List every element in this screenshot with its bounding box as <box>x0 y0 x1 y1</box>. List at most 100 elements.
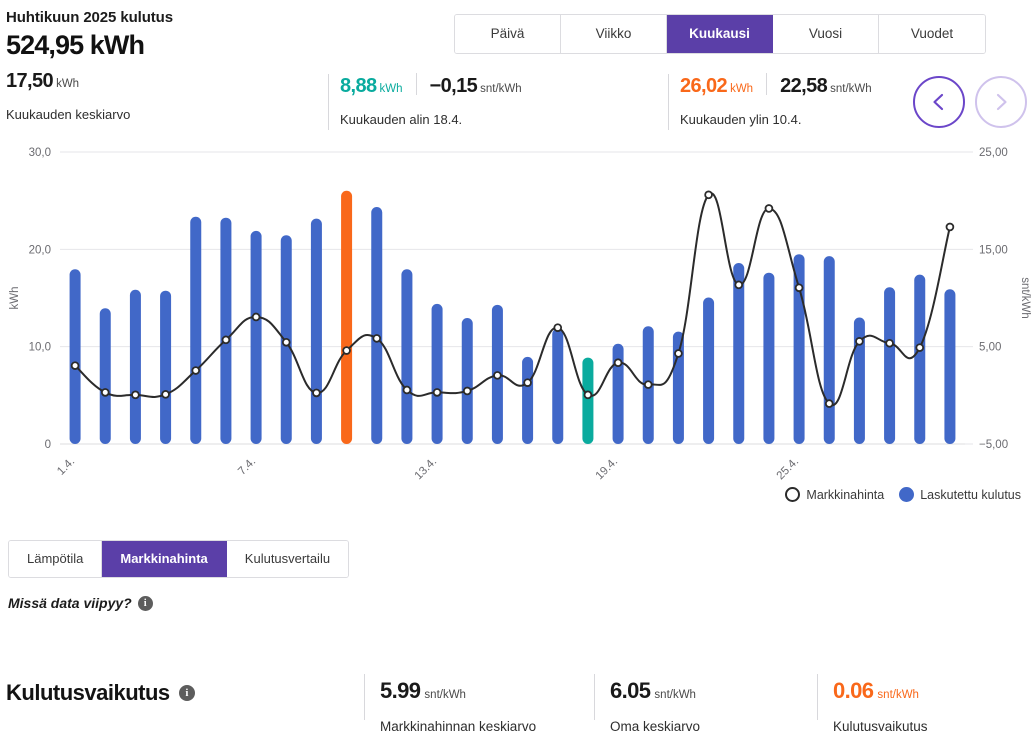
legend-label-laskutettu-kulutus: Laskutettu kulutus <box>920 487 1021 502</box>
chart-bar[interactable] <box>914 274 926 444</box>
chart-bar[interactable] <box>129 289 141 444</box>
range-tab-kuukausi[interactable]: Kuukausi <box>667 15 773 53</box>
consumption-chart-svg[interactable]: 0 10,0 20,0 30,0 −5,00 5,00 15,00 25,00 kWh snt/k… <box>0 142 1035 502</box>
chart-line-point[interactable] <box>734 280 744 290</box>
range-tab-viikko[interactable]: Viikko <box>561 15 667 53</box>
footer-stat-market-average-value: 5.99 <box>380 678 421 703</box>
chart-bar[interactable] <box>401 269 413 444</box>
chart-x-axis-tick: 25.4. <box>775 456 802 483</box>
chart-bar[interactable] <box>763 272 775 444</box>
chart-line-point[interactable] <box>221 335 231 345</box>
stat-maximum-value: 26,02 <box>680 75 728 97</box>
range-tab-vuosi[interactable]: Vuosi <box>773 15 879 53</box>
footer-stat-impact: 0.06 snt/kWh Kulutusvaikutus <box>833 678 928 734</box>
chart-line-point[interactable] <box>553 323 563 332</box>
legend-item-laskutettu-kulutus[interactable]: Laskutettu kulutus <box>899 487 1021 502</box>
footer-stat-impact-unit: snt/kWh <box>877 689 919 701</box>
chart-bar[interactable] <box>431 303 443 444</box>
chart-line-point[interactable] <box>523 378 532 387</box>
chart-line-point[interactable] <box>794 283 804 293</box>
chart-line-point[interactable] <box>70 361 80 370</box>
stat-minimum-caption: Kuukauden alin 18.4. <box>340 112 463 127</box>
chart-line-point[interactable] <box>462 386 472 396</box>
chart-bar[interactable] <box>461 317 473 444</box>
footer-stat-market-average-caption: Markkinahinnan keskiarvo <box>380 719 537 734</box>
chart-line-point[interactable] <box>613 358 623 368</box>
chart-line-point[interactable] <box>432 388 442 397</box>
chart-bar[interactable] <box>190 216 202 444</box>
chart-line-point[interactable] <box>161 390 170 399</box>
stat-maximum-inner-divider <box>766 73 768 95</box>
overlay-tab-markkinahinta[interactable]: Markkinahinta <box>102 541 227 577</box>
chart-line-point[interactable] <box>764 204 774 213</box>
info-icon[interactable]: i <box>137 595 153 611</box>
chart-line-point[interactable] <box>131 390 140 400</box>
chart-line-point[interactable] <box>885 338 894 348</box>
chart-bar[interactable] <box>250 230 262 444</box>
chart-line-point[interactable] <box>493 371 502 380</box>
chart-line-point[interactable] <box>312 388 321 398</box>
chart-line-point[interactable] <box>643 380 653 389</box>
chart-x-axis-tick: 1.4. <box>55 456 77 478</box>
range-tab-paiva[interactable]: Päivä <box>455 15 561 53</box>
stat-maximum-price-unit: snt/kWh <box>830 83 872 95</box>
chart-y2-axis-tick: −5,00 <box>979 439 1008 451</box>
chart-line-point[interactable] <box>342 346 351 355</box>
overlay-tab-kulutusvertailu[interactable]: Kulutusvertailu <box>226 541 349 577</box>
footer-stat-own-average-unit: snt/kWh <box>654 689 696 701</box>
chart-y-axis-tick: 30,0 <box>29 147 51 159</box>
chart-line-point[interactable] <box>402 385 412 395</box>
next-period-button[interactable] <box>975 76 1027 128</box>
chart-bar[interactable] <box>522 356 534 444</box>
legend-item-markkinahinta[interactable]: Markkinahinta <box>785 487 884 502</box>
period-total-consumption: 524,95 kWh <box>6 30 145 60</box>
chart-bar[interactable] <box>582 357 594 444</box>
footer-stat-market-average: 5.99 snt/kWh Markkinahinnan keskiarvo <box>380 678 536 734</box>
stats-divider-1 <box>328 74 329 130</box>
chart-line-point[interactable] <box>915 343 925 352</box>
chart-line-point[interactable] <box>945 222 955 232</box>
dashboard-header: Huhtikuun 2025 kulutus 524,95 kWh Päivä … <box>0 0 1035 70</box>
chart-line-point[interactable] <box>855 337 864 346</box>
footer-divider-1 <box>364 674 365 720</box>
chart-bar[interactable] <box>69 269 81 444</box>
range-tab-vuodet[interactable]: Vuodet <box>879 15 985 53</box>
chart-bar[interactable] <box>672 331 684 444</box>
chart-bar[interactable] <box>310 218 322 444</box>
chart-bar[interactable] <box>944 289 956 444</box>
chart-line-point[interactable] <box>191 366 201 375</box>
chart-bar[interactable] <box>793 254 805 444</box>
chart-line-point[interactable] <box>100 388 110 397</box>
consumption-impact-info-icon[interactable]: i <box>178 685 195 701</box>
summary-stats: 17,50 kWh Kuukauden keskiarvo 8,88 kWh −0,… <box>0 70 1035 142</box>
previous-period-button[interactable] <box>913 76 965 128</box>
chart-bar[interactable] <box>160 290 172 444</box>
stat-average-caption: Kuukauden keskiarvo <box>6 107 131 122</box>
overlay-tab-lampotila[interactable]: Lämpötila <box>9 541 103 577</box>
chart-y-axis-tick: 0 <box>45 439 51 451</box>
chart-bar[interactable] <box>612 343 624 444</box>
chart-bar[interactable] <box>371 206 383 444</box>
chart-line-point[interactable] <box>372 334 382 343</box>
chart-y-axis-tick: 10,0 <box>29 342 51 354</box>
chart-bar[interactable] <box>884 287 896 444</box>
chart-bar[interactable] <box>823 256 835 444</box>
chart-line-point[interactable] <box>824 399 834 408</box>
chart-y-axis-title: kWh <box>9 287 21 310</box>
chart-y2-axis-tick: 5,00 <box>979 342 1001 354</box>
chart-bar[interactable] <box>853 317 865 444</box>
chart-line-point[interactable] <box>583 390 593 400</box>
chart-line-point[interactable] <box>704 190 713 200</box>
footer-stat-impact-value: 0.06 <box>833 678 874 703</box>
chart-line-point[interactable] <box>251 312 261 322</box>
data-delay-note[interactable]: Missä data viipyy? i <box>8 595 153 611</box>
chart-bar[interactable] <box>552 328 564 444</box>
chart-bar[interactable] <box>733 262 745 444</box>
chart-line-point[interactable] <box>674 349 683 358</box>
chart-y2-axis-title: snt/kWh <box>1019 277 1031 319</box>
chart-bar[interactable] <box>341 190 353 444</box>
chart-bar[interactable] <box>703 297 715 444</box>
chart-bar[interactable] <box>220 217 232 444</box>
chart-bar[interactable] <box>99 308 111 444</box>
chart-line-point[interactable] <box>281 337 291 347</box>
